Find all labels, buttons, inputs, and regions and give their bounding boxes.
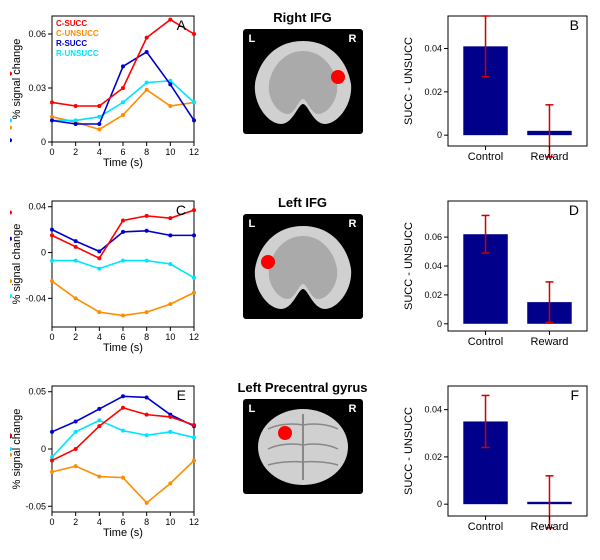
brain-image-right-ifg: L R [243,29,363,134]
activation-dot-icon [261,255,275,269]
svg-text:0: 0 [437,499,442,509]
svg-text:10: 10 [165,332,175,342]
svg-text:Reward: Reward [531,151,569,163]
svg-text:-0.05: -0.05 [25,501,46,511]
svg-text:Reward: Reward [531,521,569,533]
svg-text:2: 2 [73,147,78,157]
svg-text:8: 8 [144,332,149,342]
svg-text:C-SUCC: C-SUCC [56,19,87,28]
svg-text:0: 0 [49,517,54,527]
row-right-ifg: 0 2 4 6 8 10 12 0 0.03 0.06 % signal change Time (s… [0,10,600,175]
svg-text:% signal change: % signal change [11,409,23,490]
brain-panel-right-ifg: Right IFG L R [215,10,390,170]
svg-text:0.04: 0.04 [28,202,46,212]
svg-text:6: 6 [120,517,125,527]
svg-text:0.06: 0.06 [424,232,442,242]
svg-text:6: 6 [120,147,125,157]
brain-panel-left-ifg: Left IFG L R [215,195,390,355]
brain-title: Left Precentral gyrus [215,380,390,395]
brain-panel-left-precentral: Left Precentral gyrus L R [215,380,390,540]
line-chart-E: 024681012-0.0500.05% signal changeTime (… [10,380,200,540]
bar-chart-B: 0 0.02 0.04 Control Reward SUCC - UNSUCC B [400,10,595,170]
brain-image-left-ifg: L R [243,214,363,319]
svg-text:0.04: 0.04 [424,261,442,271]
svg-text:6: 6 [120,332,125,342]
svg-text:0.03: 0.03 [28,83,46,93]
svg-text:Control: Control [468,151,503,163]
svg-text:D: D [569,202,579,218]
svg-text:F: F [570,387,579,403]
svg-text:Reward: Reward [531,336,569,348]
svg-text:R-SUCC: R-SUCC [56,39,87,48]
svg-text:0.05: 0.05 [28,387,46,397]
bar-chart-D: 0 0.02 0.04 0.06 Control Reward SUCC - UNSUCC D [400,195,595,355]
svg-text:E: E [177,387,186,403]
svg-text:4: 4 [97,147,102,157]
svg-text:0: 0 [437,319,442,329]
svg-text:-0.04: -0.04 [25,293,46,303]
svg-text:SUCC - UNSUCC: SUCC - UNSUCC [403,222,415,310]
svg-text:B: B [570,17,579,33]
brain-title: Left IFG [215,195,390,210]
svg-text:C-UNSUCC: C-UNSUCC [56,29,99,38]
svg-text:0.04: 0.04 [424,405,442,415]
svg-text:12: 12 [189,517,199,527]
svg-text:0: 0 [41,137,46,147]
svg-text:0: 0 [49,147,54,157]
svg-text:% signal change: % signal change [11,39,23,120]
line-chart-C: 0 2 4 6 8 10 12 -0.04 0 0.04 % signal change Time (… [10,195,200,355]
svg-text:R-UNSUCC: R-UNSUCC [56,49,99,58]
svg-text:0.04: 0.04 [424,44,442,54]
svg-text:0: 0 [41,248,46,258]
svg-text:0.06: 0.06 [28,29,46,39]
svg-text:0: 0 [41,444,46,454]
svg-text:2: 2 [73,517,78,527]
svg-text:Time (s): Time (s) [103,157,143,169]
line-chart-A: 0 2 4 6 8 10 12 0 0.03 0.06 % signal change Time (s… [10,10,200,170]
svg-text:0: 0 [437,130,442,140]
svg-text:2: 2 [73,332,78,342]
brain-title: Right IFG [215,10,390,25]
row-left-ifg: 0 2 4 6 8 10 12 -0.04 0 0.04 % signal change Time (… [0,195,600,360]
svg-text:4: 4 [97,517,102,527]
svg-text:Control: Control [468,336,503,348]
svg-text:% signal change: % signal change [11,224,23,305]
row-left-precentral: 024681012-0.0500.05% signal changeTime (… [0,380,600,545]
bar-chart-F: 0 0.02 0.04 Control Reward SUCC - UNSUCC F [400,380,595,540]
svg-text:0.02: 0.02 [424,452,442,462]
svg-text:0.02: 0.02 [424,87,442,97]
activation-dot-icon [331,70,345,84]
svg-text:A: A [177,17,187,33]
svg-text:12: 12 [189,147,199,157]
svg-text:10: 10 [165,517,175,527]
svg-text:Time (s): Time (s) [103,527,143,539]
svg-text:12: 12 [189,332,199,342]
svg-text:10: 10 [165,147,175,157]
activation-dot-icon [278,426,292,440]
svg-text:Time (s): Time (s) [103,342,143,354]
svg-text:8: 8 [144,147,149,157]
svg-text:SUCC - UNSUCC: SUCC - UNSUCC [403,407,415,495]
svg-text:8: 8 [144,517,149,527]
svg-text:0.02: 0.02 [424,290,442,300]
svg-text:SUCC - UNSUCC: SUCC - UNSUCC [403,37,415,125]
svg-text:Control: Control [468,521,503,533]
svg-text:C: C [176,202,186,218]
svg-text:0: 0 [49,332,54,342]
brain-image-left-precentral: L R [243,399,363,494]
svg-text:4: 4 [97,332,102,342]
